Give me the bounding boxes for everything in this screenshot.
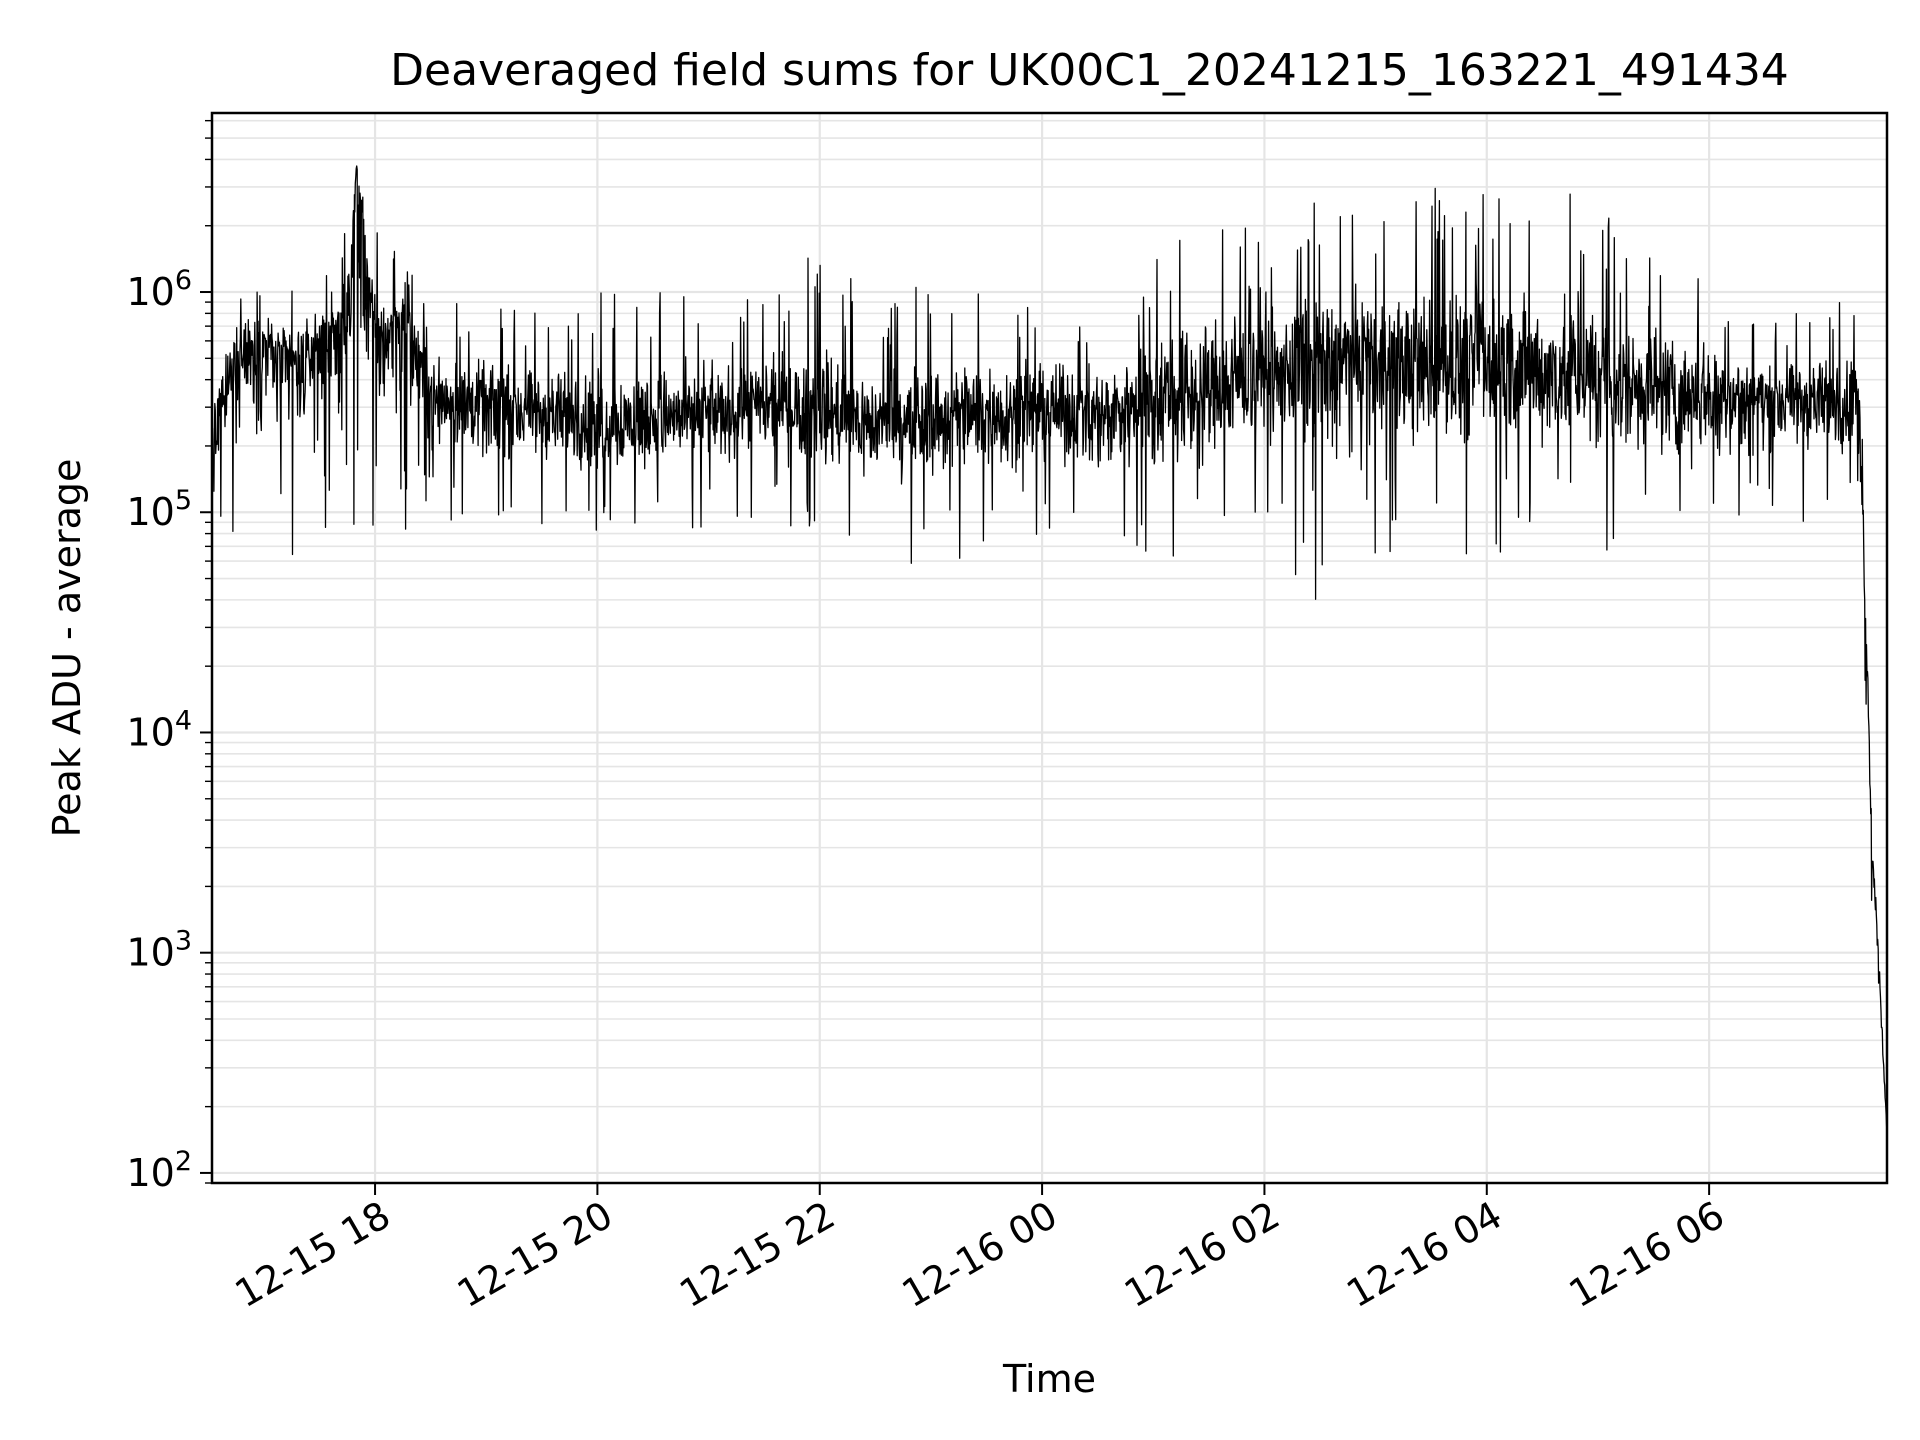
y-tick-label: 104 [126, 705, 192, 754]
series-line [211, 165, 1888, 1135]
y-tick-label: 106 [126, 265, 192, 314]
plot-frame [210, 111, 1889, 1185]
y-axis-label: Peak ADU - average [45, 459, 89, 838]
y-tick-label: 105 [126, 485, 192, 534]
chart-title: Deaveraged field sums for UK00C1_2024121… [390, 45, 1789, 96]
x-axis-label: Time [1002, 1357, 1096, 1401]
plot-area [211, 165, 1888, 1135]
y-tick-label: 102 [126, 1146, 192, 1195]
y-tick-label: 103 [126, 926, 192, 975]
